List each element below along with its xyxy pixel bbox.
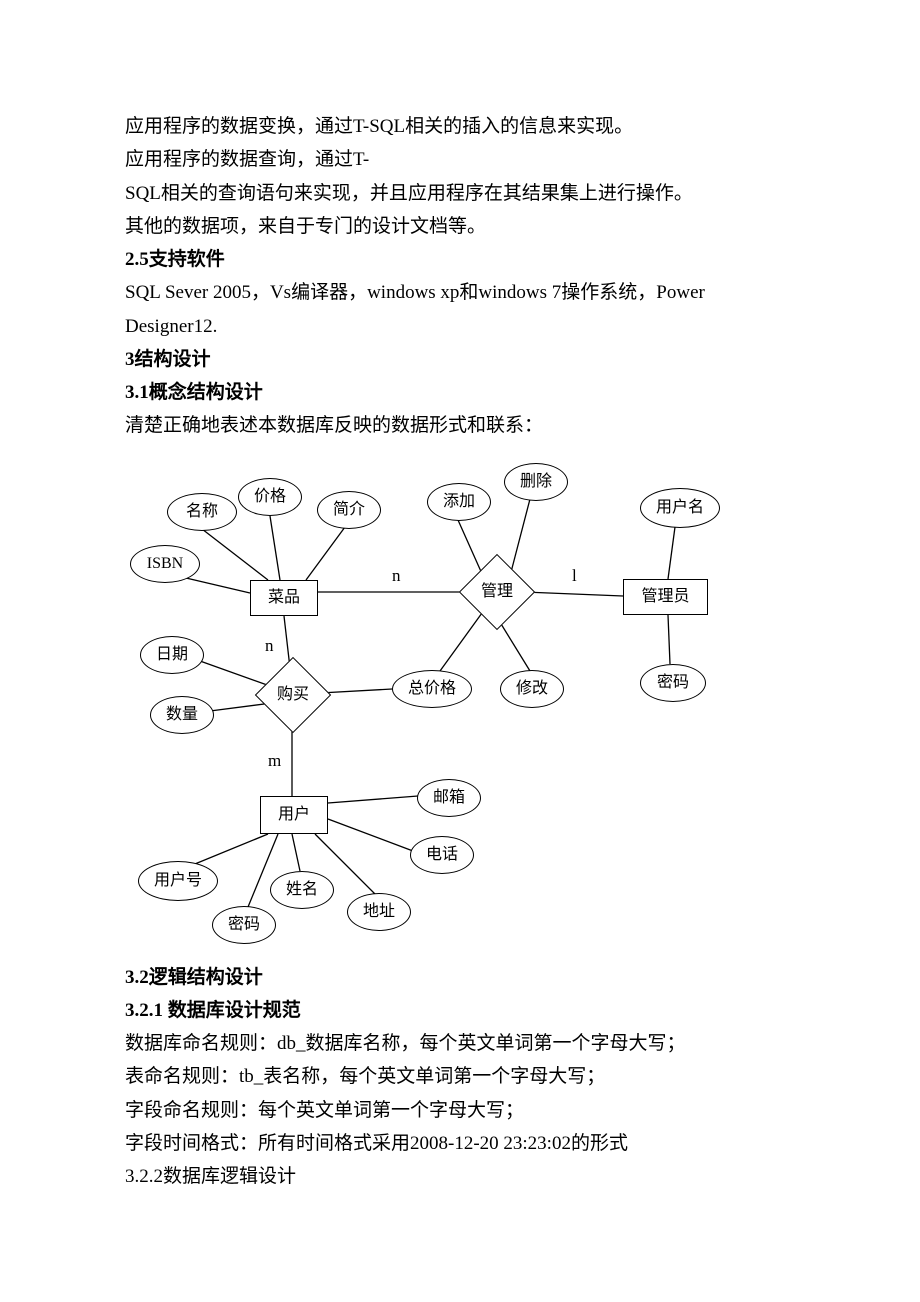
cardinality: l [572,561,577,591]
er-diagram: 名称价格简介ISBN菜品添加删除管理用户名管理员密码日期数量购买总价格修改用户邮… [120,461,790,961]
node-e_addr: 地址 [347,893,411,931]
node-e_date: 日期 [140,636,204,674]
node-e_user: 用户名 [640,488,720,528]
node-e_pwd2: 密码 [640,664,706,702]
paragraph: 其他的数据项，来自于专门的设计文档等。 [125,210,800,243]
paragraph: 应用程序的数据查询，通过T- [125,143,800,176]
node-e_add: 添加 [427,483,491,521]
node-e_name: 名称 [167,493,237,531]
edge [202,529,268,580]
node-e_uid: 用户号 [138,861,218,901]
edge [524,592,623,596]
edge [668,527,675,579]
heading-2-5: 2.5支持软件 [125,243,800,276]
paragraph: 3.2.2数据库逻辑设计 [125,1160,800,1193]
heading-3: 3结构设计 [125,343,800,376]
paragraph: SQL Sever 2005，Vs编译器，windows xp和windows … [125,276,800,343]
paragraph: SQL相关的查询语句来实现，并且应用程序在其结果集上进行操作。 [125,177,800,210]
paragraph: 数据库命名规则：db_数据库名称，每个英文单词第一个字母大写； [125,1027,800,1060]
node-e_total: 总价格 [392,670,472,708]
edge [328,796,418,803]
node-r_user: 用户 [260,796,328,834]
edge [320,689,392,693]
edge [186,578,250,593]
edge [440,613,482,671]
node-e_price: 价格 [238,478,302,516]
node-e_intro: 简介 [317,491,381,529]
diagram-edges [120,461,790,961]
cardinality: n [265,631,274,661]
node-e_uname: 姓名 [270,871,334,909]
node-e_pwd: 密码 [212,906,276,944]
paragraph: 字段时间格式：所有时间格式采用2008-12-20 23:23:02的形式 [125,1127,800,1160]
edge [306,527,345,580]
cardinality: m [268,746,281,776]
edge [270,516,280,580]
edge [458,520,483,576]
edge [200,661,270,686]
node-r_dish: 菜品 [250,580,318,616]
paragraph: 应用程序的数据变换，通过T-SQL相关的插入的信息来实现。 [125,110,800,143]
heading-3-2-1: 3.2.1 数据库设计规范 [125,994,800,1027]
node-e_del: 删除 [504,463,568,501]
heading-3-2: 3.2逻辑结构设计 [125,961,800,994]
paragraph: 表命名规则：tb_表名称，每个英文单词第一个字母大写； [125,1060,800,1093]
cardinality: n [392,561,401,591]
node-e_qty: 数量 [150,696,214,734]
node-e_isbn: ISBN [130,545,200,583]
edge [190,834,268,866]
edge [510,499,530,576]
page: 应用程序的数据变换，通过T-SQL相关的插入的信息来实现。 应用程序的数据查询，… [0,0,920,1302]
heading-3-1: 3.1概念结构设计 [125,376,800,409]
paragraph: 清楚正确地表述本数据库反映的数据形式和联系： [125,409,800,442]
paragraph: 字段命名规则：每个英文单词第一个字母大写； [125,1094,800,1127]
edge [292,834,300,871]
edge [498,619,530,671]
node-e_modify: 修改 [500,670,564,708]
node-r_admin: 管理员 [623,579,708,615]
node-e_phone: 电话 [410,836,474,874]
edge [668,615,670,664]
edge [328,819,413,851]
node-e_mail: 邮箱 [417,779,481,817]
